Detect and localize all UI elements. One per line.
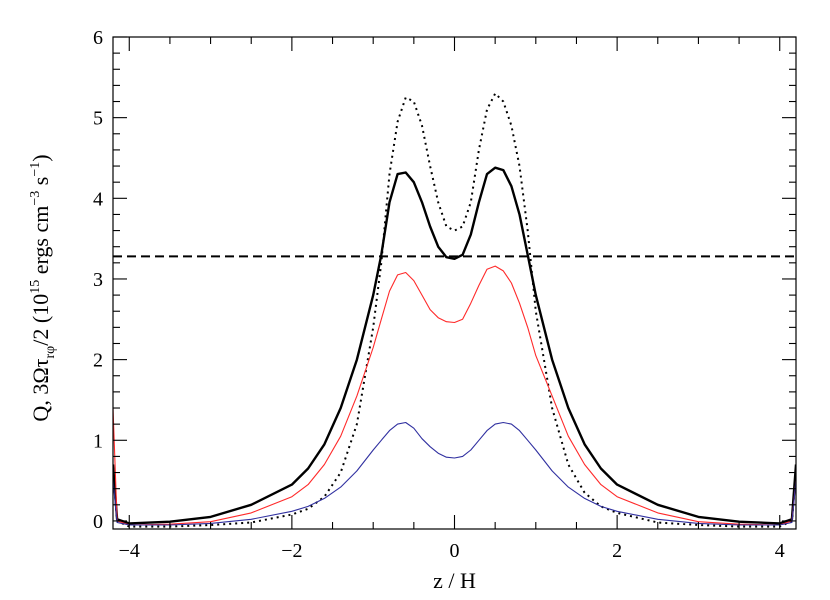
y-tick-label: 1 [93,430,103,452]
y-tick-label: 3 [93,269,103,291]
x-tick-label: 0 [450,540,460,562]
y-tick-label: 6 [93,27,103,49]
y-axis-title: Q, 3Ωτrφ/2 (1015 ergs cm−3 s−1) [28,154,58,421]
y-axis-title-sup-15: 15 [28,280,43,294]
plot-frame [112,36,797,530]
blue-series-line [113,421,796,526]
y-axis-title-unit-ergs: ergs cm [28,206,53,280]
y-axis-title-prefix: Q, 3Ωτ [28,358,53,421]
tick-labels: −4 −2 0 2 4 0 1 2 3 4 5 6 [93,27,785,562]
plot-content [113,92,796,528]
y-tick-label: 2 [93,350,103,372]
y-tick-label: 4 [93,188,103,210]
y-tick-label: 5 [93,108,103,130]
x-tick-label: 2 [612,540,622,562]
y-axis-title-sup-minus1: −1 [28,162,43,177]
red-series-line [113,265,796,526]
axis-ticks [113,36,796,529]
thick-black-series-line [113,166,796,525]
y-axis-title-subscript: rφ [43,346,58,359]
y-axis-title-close: ) [28,154,53,161]
y-axis-title-unit-s: s [28,177,53,191]
y-tick-label: 0 [93,511,103,533]
x-tick-label: 4 [775,540,785,562]
x-axis-title: z / H [433,568,476,593]
y-axis-title-sup-minus3: −3 [28,191,43,206]
x-tick-label: −4 [119,540,140,562]
y-axis-title-mid: /2 (10 [28,294,53,346]
x-tick-label: −2 [281,540,302,562]
